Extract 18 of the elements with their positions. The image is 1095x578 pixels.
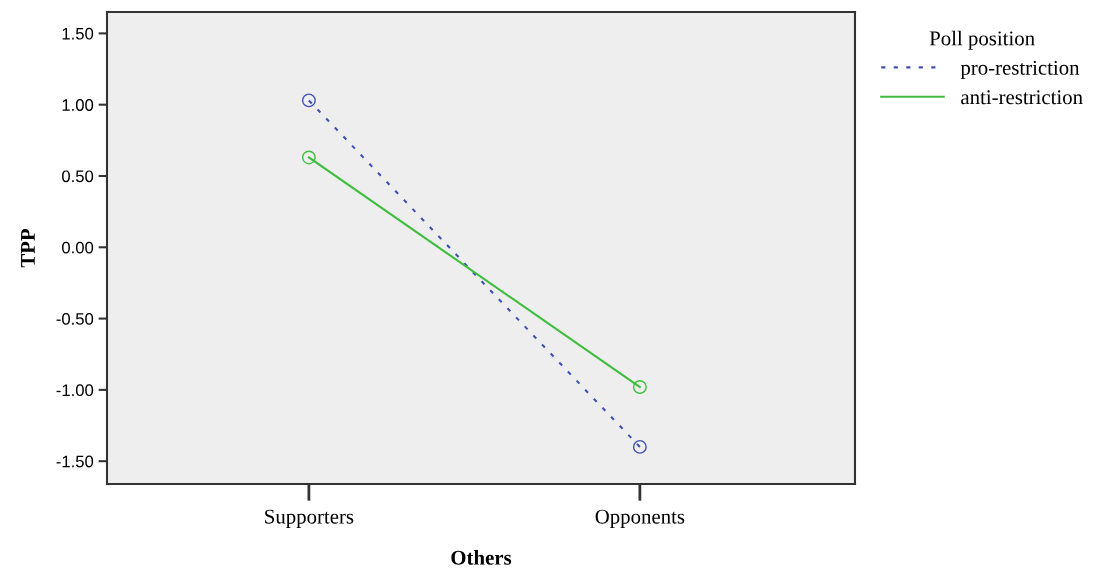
point (632, 380, 647, 394)
legend-title: Poll position (929, 30, 1035, 50)
y-tick-label: -1.50 (56, 455, 94, 468)
point (301, 150, 316, 165)
y-tick-label: -0.50 (56, 312, 94, 325)
x-tick-label: Supporters (265, 509, 354, 528)
y-tick-label: 1.00 (62, 99, 94, 111)
y-tick-label: 1.50 (62, 27, 94, 40)
y-axis-title: TPP (21, 228, 35, 268)
y-tick-label: 0.00 (62, 241, 94, 254)
x-axis-title: Others (451, 550, 512, 565)
legend-label: pro-restriction (960, 60, 1080, 80)
x-tick-label: Opponents (595, 509, 685, 528)
y-tick-label: 0.50 (62, 170, 94, 183)
legend-label: anti-restriction (961, 90, 1083, 105)
y-tick-label: -1.00 (56, 384, 94, 397)
point (632, 439, 647, 454)
point (301, 93, 316, 108)
